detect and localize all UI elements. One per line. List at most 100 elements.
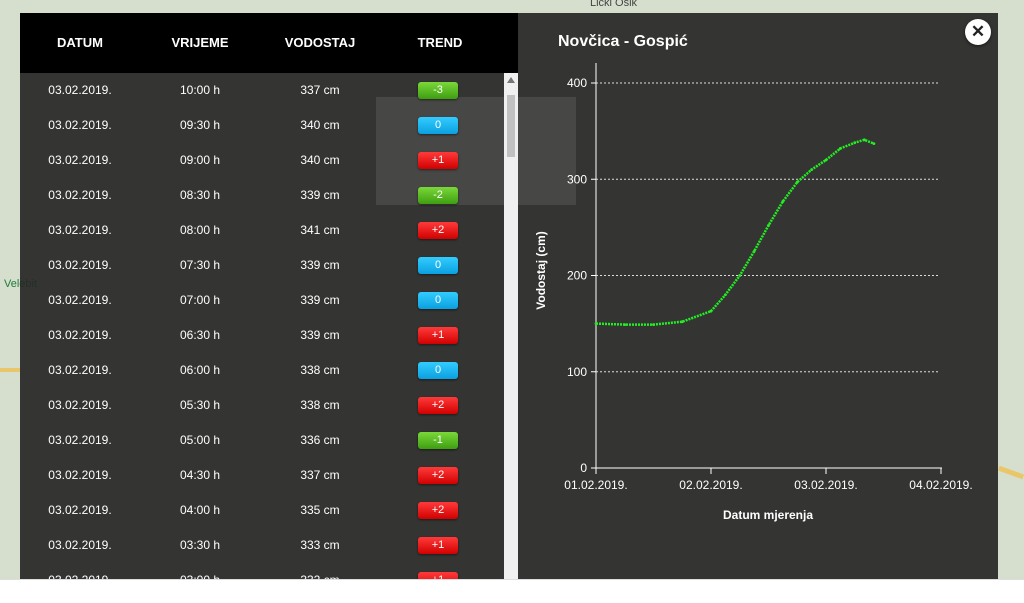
header-date[interactable]: DATUM bbox=[57, 35, 103, 50]
trend-badge: 0 bbox=[418, 362, 458, 379]
cell-date: 03.02.2019. bbox=[48, 538, 112, 552]
data-point bbox=[767, 224, 770, 227]
cell-date: 03.02.2019. bbox=[48, 328, 112, 342]
cell-date: 03.02.2019. bbox=[48, 293, 112, 307]
table-header: DATUM VRIJEME VODOSTAJ TREND bbox=[20, 13, 518, 73]
header-trend[interactable]: TREND bbox=[417, 35, 463, 50]
cell-date: 03.02.2019. bbox=[48, 223, 112, 237]
cell-date: 03.02.2019. bbox=[48, 503, 112, 517]
cell-time: 08:30 h bbox=[179, 188, 221, 202]
cell-time: 06:30 h bbox=[179, 328, 221, 342]
bottom-strip bbox=[0, 579, 1024, 603]
table-row: 03.02.2019. 09:30 h 340 cm 0 bbox=[20, 108, 504, 143]
series-line bbox=[595, 138, 875, 326]
trend-badge: +1 bbox=[418, 327, 458, 344]
cell-level: 339 cm bbox=[300, 258, 340, 272]
data-point bbox=[623, 323, 627, 326]
y-tick-label: 0 bbox=[580, 461, 587, 475]
data-point bbox=[680, 320, 684, 324]
cell-level: 337 cm bbox=[300, 83, 340, 97]
cell-level: 332 cm bbox=[270, 563, 370, 579]
x-tick-label: 03.02.2019. bbox=[794, 478, 857, 492]
cell-time: 03:00 h bbox=[160, 563, 240, 579]
cell-level: 339 cm bbox=[300, 293, 340, 307]
table-row: 03.02.2019. 07:30 h 339 cm 0 bbox=[20, 248, 504, 283]
cell-level: 339 cm bbox=[300, 188, 340, 202]
x-tick-label: 02.02.2019. bbox=[679, 478, 742, 492]
trend-badge: 0 bbox=[418, 117, 458, 134]
table-scrollbar[interactable] bbox=[504, 73, 518, 579]
cell-time: 08:00 h bbox=[179, 223, 221, 237]
table-row: 03.02.2019. 08:00 h 341 cm +2 bbox=[20, 213, 504, 248]
cell-time: 05:00 h bbox=[179, 433, 221, 447]
cell-date: 03.02.2019. bbox=[48, 258, 112, 272]
water-level-chart: 0 100 200 300 400 01.02.2019. 02.02.2019. 03.02… bbox=[534, 63, 973, 522]
cell-date: 03.02.2019. bbox=[48, 83, 112, 97]
trend-badge: +2 bbox=[418, 397, 458, 414]
table-body[interactable]: 03.02.2019. 10:00 h 337 cm -3 03.02.2019. 09:… bbox=[20, 73, 504, 579]
cell-level: 336 cm bbox=[300, 433, 340, 447]
cell-date: 03.02.2019. bbox=[48, 363, 112, 377]
cell-date: 03.02.2019. bbox=[48, 433, 112, 447]
y-tick-label: 200 bbox=[567, 269, 587, 283]
data-point bbox=[795, 180, 799, 184]
cell-time: 07:30 h bbox=[179, 258, 221, 272]
cell-time: 03:30 h bbox=[179, 538, 221, 552]
scroll-up-icon[interactable] bbox=[507, 77, 515, 83]
chart-title: Novčica - Gospić bbox=[558, 33, 688, 50]
data-point bbox=[752, 250, 756, 253]
table-row: 03.02.2019. 09:00 h 340 cm +1 bbox=[20, 143, 504, 178]
header-time[interactable]: VRIJEME bbox=[171, 35, 229, 50]
cell-date: 03.02.2019. bbox=[48, 188, 112, 202]
table-row: 03.02.2019. 04:30 h 337 cm +2 bbox=[20, 458, 504, 493]
data-point bbox=[853, 141, 857, 145]
cell-date: 03.02.2019. bbox=[40, 563, 120, 579]
map-popup bbox=[376, 97, 576, 205]
trend-badge: +1 bbox=[418, 537, 458, 554]
data-point bbox=[872, 142, 876, 146]
table-row: 03.02.2019. 06:30 h 339 cm +1 bbox=[20, 318, 504, 353]
table-row: 03.02.2019. 08:30 h 339 cm -2 bbox=[20, 178, 504, 213]
cell-time: 09:30 h bbox=[179, 118, 221, 132]
table-row: 03.02.2019. 05:30 h 338 cm +2 bbox=[20, 388, 504, 423]
data-point bbox=[824, 158, 828, 162]
cell-time: 10:00 h bbox=[179, 83, 221, 97]
cell-time: 09:00 h bbox=[179, 153, 221, 167]
data-point bbox=[594, 322, 598, 326]
chart-panel: Novčica - Gospić bbox=[518, 13, 998, 579]
trend-badge: +1 bbox=[418, 572, 458, 579]
scroll-thumb[interactable] bbox=[507, 95, 515, 157]
trend-badge: +2 bbox=[418, 222, 458, 239]
table-row: 03.02.2019. 06:00 h 338 cm 0 bbox=[20, 353, 504, 388]
y-axis-label: Vodostaj (cm) bbox=[534, 231, 548, 309]
cell-date: 03.02.2019. bbox=[48, 468, 112, 482]
cell-date: 03.02.2019. bbox=[48, 398, 112, 412]
data-point bbox=[652, 323, 655, 326]
measurements-table: DATUM VRIJEME VODOSTAJ TREND 03.02.2019.… bbox=[20, 13, 518, 579]
data-point bbox=[738, 274, 742, 277]
cell-level: 338 cm bbox=[300, 363, 340, 377]
map-label: Lički Osik bbox=[590, 0, 638, 9]
y-tick-label: 300 bbox=[567, 172, 587, 186]
x-tick-label: 04.02.2019. bbox=[909, 478, 972, 492]
cell-time: 05:30 h bbox=[179, 398, 221, 412]
table-row: 03.02.2019. 04:00 h 335 cm +2 bbox=[20, 493, 504, 528]
x-axis-label: Datum mjerenja bbox=[723, 508, 813, 522]
cell-level: 340 cm bbox=[300, 118, 340, 132]
table-row: 03.02.2019. 07:00 h 339 cm 0 bbox=[20, 283, 504, 318]
trend-badge: 0 bbox=[418, 292, 458, 309]
data-point bbox=[810, 168, 814, 172]
table-row: 03.02.2019. 03:30 h 333 cm +1 bbox=[20, 528, 504, 563]
cell-level: 337 cm bbox=[300, 468, 340, 482]
cell-time: 04:30 h bbox=[179, 468, 221, 482]
cell-time: 04:00 h bbox=[179, 503, 221, 517]
cell-time: 07:00 h bbox=[179, 293, 221, 307]
header-level[interactable]: VODOSTAJ bbox=[284, 35, 356, 50]
close-button[interactable]: ✕ bbox=[965, 19, 991, 45]
cell-level: 340 cm bbox=[300, 153, 340, 167]
trend-badge: -2 bbox=[418, 187, 458, 204]
trend-badge: -3 bbox=[418, 82, 458, 99]
cell-time: 06:00 h bbox=[179, 363, 221, 377]
data-point bbox=[862, 138, 866, 142]
data-point bbox=[838, 147, 842, 150]
